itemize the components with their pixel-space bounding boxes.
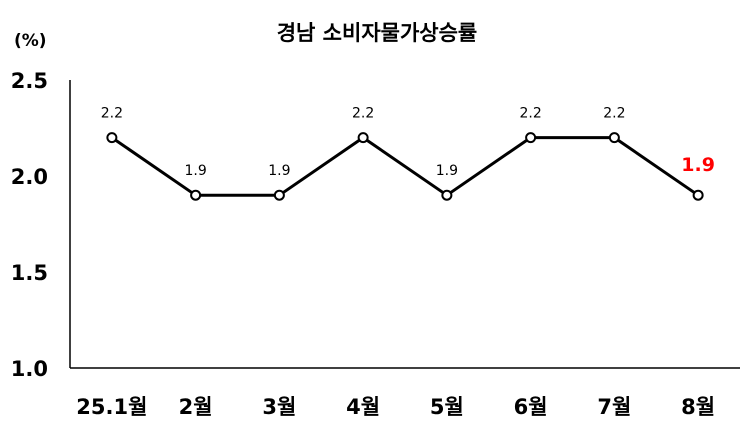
series-line xyxy=(111,136,699,197)
data-point-marker xyxy=(273,189,285,201)
x-tick-label: 7월 xyxy=(597,395,631,419)
data-point-marker xyxy=(608,132,620,144)
y-tick-label: 2.0 xyxy=(11,165,48,189)
data-label: 1.9 xyxy=(184,163,206,179)
x-tick-label: 2월 xyxy=(179,395,213,419)
data-point-marker xyxy=(106,132,118,144)
data-label-highlight: 1.9 xyxy=(681,154,715,176)
y-tick-label: 2.5 xyxy=(11,69,48,93)
data-labels: 2.2 1.9 1.9 2.2 1.9 2.2 2.2 1.9 xyxy=(101,106,715,180)
axes xyxy=(69,80,740,369)
data-label: 2.2 xyxy=(603,106,625,122)
data-point-marker xyxy=(357,132,369,144)
data-label: 2.2 xyxy=(519,106,541,122)
data-point-marker xyxy=(525,132,537,144)
x-tick-label: 5월 xyxy=(430,395,464,419)
y-tick-label: 1.0 xyxy=(11,357,48,381)
data-point-marker xyxy=(441,189,453,201)
x-tick-label: 8월 xyxy=(681,395,715,419)
x-tick-label: 25.1월 xyxy=(76,395,147,419)
chart-title: 경남 소비자물가상승률 xyxy=(277,21,478,45)
x-tick-label: 6월 xyxy=(514,395,548,419)
data-label: 2.2 xyxy=(352,106,374,122)
data-point-marker xyxy=(190,189,202,201)
x-tick-label: 3월 xyxy=(262,395,296,419)
data-markers xyxy=(106,132,704,201)
data-point-marker xyxy=(692,189,704,201)
data-label: 2.2 xyxy=(101,106,123,122)
unit-label: (%) xyxy=(14,31,47,51)
y-tick-label: 1.5 xyxy=(11,261,48,285)
x-tick-labels: 25.1월 2월 3월 4월 5월 6월 7월 8월 xyxy=(76,395,715,419)
x-tick-label: 4월 xyxy=(346,395,380,419)
y-tick-labels: 1.0 1.5 2.0 2.5 xyxy=(11,69,48,381)
series-line-path xyxy=(111,136,699,197)
data-label: 1.9 xyxy=(436,163,458,179)
data-label: 1.9 xyxy=(268,163,290,179)
